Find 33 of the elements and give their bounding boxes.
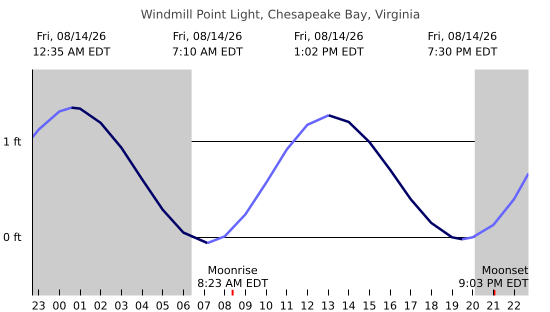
x-tick-label: 12	[300, 300, 314, 312]
x-tick-label: 20	[466, 300, 480, 312]
x-tick-label: 11	[280, 300, 294, 312]
x-tick-label: 09	[238, 300, 252, 312]
x-tick-label: 08	[218, 300, 232, 312]
x-tick-label: 06	[176, 300, 190, 312]
x-tick-label: 02	[94, 300, 108, 312]
x-tick-label: 19	[445, 300, 460, 312]
x-tick-label: 18	[424, 300, 438, 312]
x-tick-label: 15	[362, 300, 376, 312]
x-tick-label: 21	[486, 300, 500, 312]
chart-title: Windmill Point Light, Chesapeake Bay, Virginia	[140, 8, 420, 22]
ref-line-label: Moonrise 8:23 AM EDT	[197, 264, 268, 290]
x2-tick-label: Fri, 08/14/26 12:35 AM EDT	[32, 30, 111, 58]
x-tick-label: 04	[135, 300, 150, 312]
x-tick-label: 07	[197, 300, 212, 312]
x-tick-label: 01	[73, 300, 88, 312]
x-tick-label: 05	[156, 300, 170, 312]
y-tick-label: 0 ft	[3, 230, 22, 244]
y-tick-label: 1 ft	[3, 135, 22, 148]
x-tick-label: 16	[383, 300, 398, 312]
x-tick-label: 22	[507, 300, 522, 312]
x-tick-label: 14	[342, 300, 356, 312]
x2-tick-label: Fri, 08/14/26 7:10 AM EDT	[172, 30, 244, 58]
x-tick-label: 13	[321, 300, 336, 312]
x-tick-label: 00	[52, 300, 66, 312]
ref-line-label: Moonset 9:03 PM EDT	[458, 264, 530, 290]
x2-tick-label: Fri, 08/14/26 1:02 PM EDT	[294, 30, 364, 58]
x-tick-label: 03	[114, 300, 128, 312]
x-tick-label: 10	[259, 300, 274, 312]
x2-tick-label: Fri, 08/14/26 7:30 PM EDT	[427, 30, 498, 58]
x-tick-label: 17	[404, 300, 418, 312]
x-tick-label: 23	[32, 300, 46, 312]
